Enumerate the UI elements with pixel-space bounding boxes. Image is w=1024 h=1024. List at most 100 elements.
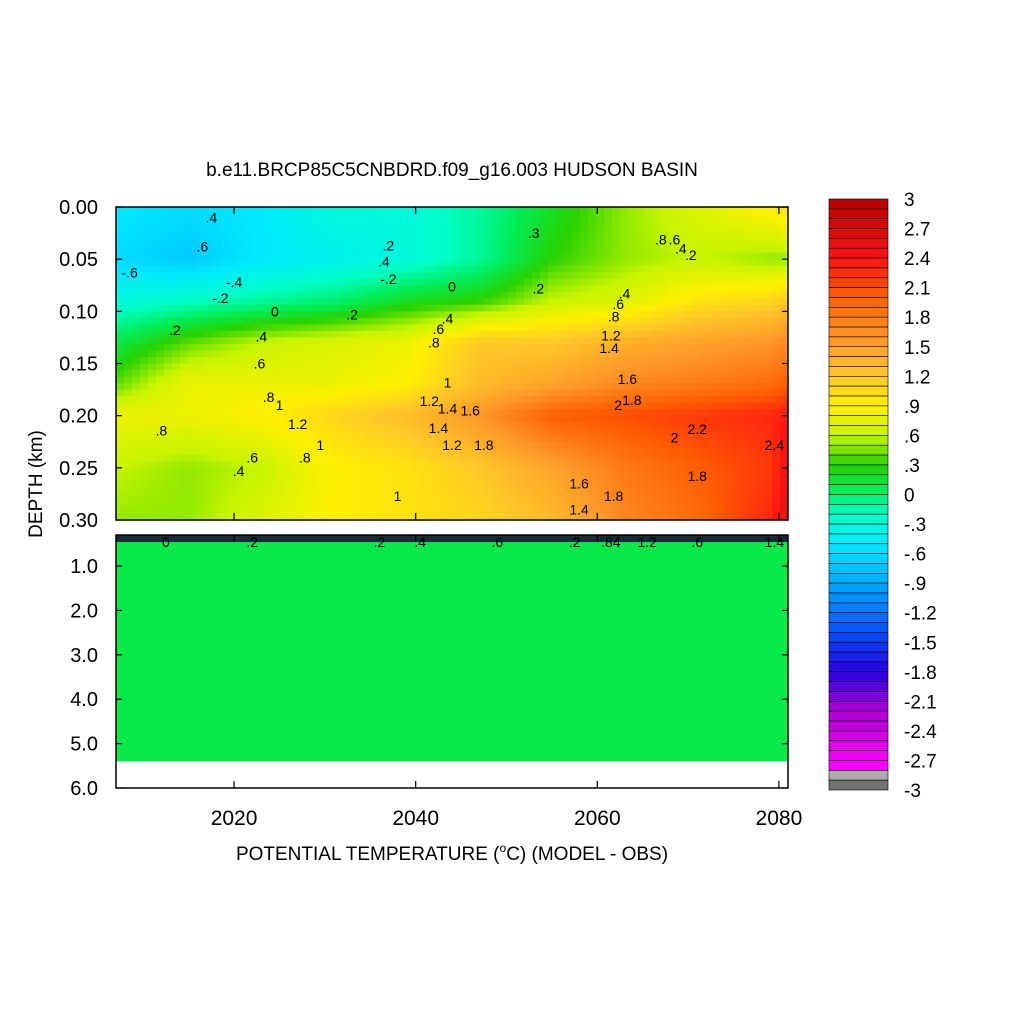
field-cell (260, 415, 269, 423)
field-cell (316, 246, 325, 254)
field-cell (620, 272, 629, 280)
field-cell (468, 383, 477, 391)
field-cell (692, 396, 701, 404)
field-cell (324, 278, 333, 286)
field-cell (388, 363, 397, 371)
field-cell (204, 317, 213, 325)
field-cell (436, 376, 445, 384)
field-cell (500, 291, 509, 299)
field-cell (572, 370, 581, 378)
field-cell (180, 480, 189, 488)
field-cell (460, 304, 469, 312)
contour-label: .8 (263, 389, 275, 405)
field-cell (700, 461, 709, 469)
field-cell (484, 506, 493, 515)
contour-label: .2 (532, 280, 544, 296)
field-cell (740, 356, 749, 365)
field-cell (540, 363, 549, 371)
field-cell (124, 220, 133, 228)
field-cell (556, 311, 565, 319)
field-cell (428, 461, 437, 469)
field-cell (716, 487, 725, 495)
field-cell (316, 356, 325, 365)
field-cell (236, 259, 245, 267)
field-cell (612, 415, 621, 423)
field-cell (756, 409, 765, 417)
field-cell (620, 252, 629, 260)
field-cell (708, 252, 717, 260)
field-cell (604, 506, 613, 515)
field-cell (772, 259, 781, 267)
field-cell (348, 291, 357, 299)
field-cell (356, 480, 365, 488)
field-cell (404, 207, 413, 215)
field-cell (668, 291, 677, 299)
field-cell (484, 422, 493, 430)
field-cell (564, 207, 573, 215)
field-cell (124, 500, 133, 508)
field-cell (380, 356, 389, 365)
field-cell (268, 298, 277, 306)
field-cell (628, 272, 637, 280)
field-cell (220, 435, 229, 443)
field-cell (772, 448, 781, 456)
field-cell (380, 220, 389, 228)
field-cell (124, 226, 133, 234)
field-cell (156, 350, 165, 358)
field-cell (476, 513, 485, 520)
field-cell (676, 220, 685, 228)
field-cell (284, 428, 293, 436)
field-cell (316, 350, 325, 358)
field-cell (172, 233, 181, 241)
field-cell (260, 383, 269, 391)
field-cell (172, 402, 181, 410)
field-cell (388, 376, 397, 384)
field-cell (732, 376, 741, 384)
field-cell (252, 226, 261, 234)
field-cell (364, 441, 373, 449)
field-cell (524, 493, 533, 502)
field-cell (668, 317, 677, 325)
field-cell (772, 480, 781, 488)
field-cell (388, 409, 397, 417)
field-cell (324, 337, 333, 345)
field-cell (356, 246, 365, 254)
field-cell (252, 330, 261, 339)
field-cell (268, 493, 277, 502)
field-cell (764, 370, 773, 378)
field-cell (644, 428, 653, 436)
field-cell (388, 330, 397, 339)
field-cell (740, 422, 749, 430)
contour-label: 1.6 (569, 476, 589, 492)
field-cell (588, 415, 597, 423)
field-cell (412, 435, 421, 443)
field-cell (660, 213, 669, 221)
field-cell (284, 239, 293, 247)
field-cell (772, 207, 781, 215)
field-cell (724, 461, 733, 469)
field-cell (132, 415, 141, 423)
colorbar-swatch (828, 750, 889, 761)
field-cell (652, 356, 661, 365)
field-cell (452, 265, 461, 273)
field-cell (332, 415, 341, 423)
field-cell (676, 370, 685, 378)
field-cell (724, 376, 733, 384)
field-cell (780, 376, 788, 384)
field-cell (588, 409, 597, 417)
field-cell (268, 239, 277, 247)
field-cell (660, 454, 669, 462)
field-cell (780, 493, 788, 502)
field-cell (260, 246, 269, 254)
field-cell (652, 278, 661, 286)
field-cell (516, 428, 525, 436)
field-cell (236, 343, 245, 352)
field-cell (116, 278, 125, 286)
field-cell (220, 207, 229, 215)
field-cell (380, 350, 389, 358)
field-cell (484, 409, 493, 417)
field-cell (116, 402, 125, 410)
field-cell (340, 493, 349, 502)
field-cell (188, 454, 197, 462)
field-cell (204, 207, 213, 215)
